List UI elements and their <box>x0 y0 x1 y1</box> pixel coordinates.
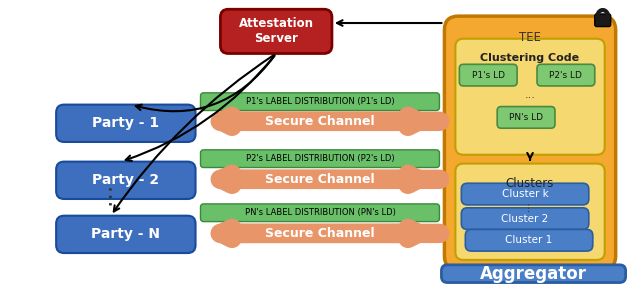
FancyBboxPatch shape <box>56 162 195 199</box>
Text: Party - N: Party - N <box>91 227 161 241</box>
Text: Attestation
Server: Attestation Server <box>239 17 314 45</box>
Text: Aggregator: Aggregator <box>480 265 587 283</box>
FancyBboxPatch shape <box>220 9 332 53</box>
Text: P1's LABEL DISTRIBUTION (P1's LD): P1's LABEL DISTRIBUTION (P1's LD) <box>246 97 394 106</box>
Text: P2's LABEL DISTRIBUTION (P2's LD): P2's LABEL DISTRIBUTION (P2's LD) <box>246 154 394 163</box>
FancyBboxPatch shape <box>56 105 195 142</box>
Text: Secure Channel: Secure Channel <box>265 227 375 240</box>
FancyBboxPatch shape <box>56 216 195 253</box>
Text: ...: ... <box>525 90 536 100</box>
Text: Cluster 2: Cluster 2 <box>501 214 549 224</box>
Text: TEE: TEE <box>519 31 541 44</box>
Text: Cluster k: Cluster k <box>501 189 549 199</box>
FancyBboxPatch shape <box>461 183 589 205</box>
Text: Secure Channel: Secure Channel <box>265 173 375 186</box>
FancyBboxPatch shape <box>461 208 589 229</box>
FancyBboxPatch shape <box>200 150 440 168</box>
Text: P2's LD: P2's LD <box>549 71 582 80</box>
FancyBboxPatch shape <box>200 204 440 222</box>
FancyBboxPatch shape <box>595 14 610 27</box>
FancyBboxPatch shape <box>497 107 555 128</box>
Text: ⋯: ⋯ <box>524 201 534 211</box>
FancyBboxPatch shape <box>466 229 593 251</box>
Text: PN's LABEL DISTRIBUTION (PN's LD): PN's LABEL DISTRIBUTION (PN's LD) <box>244 208 396 217</box>
FancyBboxPatch shape <box>459 64 517 86</box>
FancyBboxPatch shape <box>455 39 605 155</box>
Text: Clustering Code: Clustering Code <box>481 53 580 63</box>
FancyBboxPatch shape <box>444 16 616 270</box>
Text: Cluster 1: Cluster 1 <box>505 235 553 245</box>
Text: ⋯: ⋯ <box>99 183 119 205</box>
Text: P1's LD: P1's LD <box>472 71 505 80</box>
Text: Clusters: Clusters <box>506 177 554 190</box>
Text: Party - 1: Party - 1 <box>92 116 159 130</box>
FancyBboxPatch shape <box>455 164 605 260</box>
Text: Party - 2: Party - 2 <box>92 173 159 187</box>
FancyBboxPatch shape <box>442 265 626 283</box>
Text: Secure Channel: Secure Channel <box>265 115 375 128</box>
FancyBboxPatch shape <box>200 93 440 110</box>
FancyBboxPatch shape <box>537 64 595 86</box>
Text: PN's LD: PN's LD <box>509 113 543 122</box>
